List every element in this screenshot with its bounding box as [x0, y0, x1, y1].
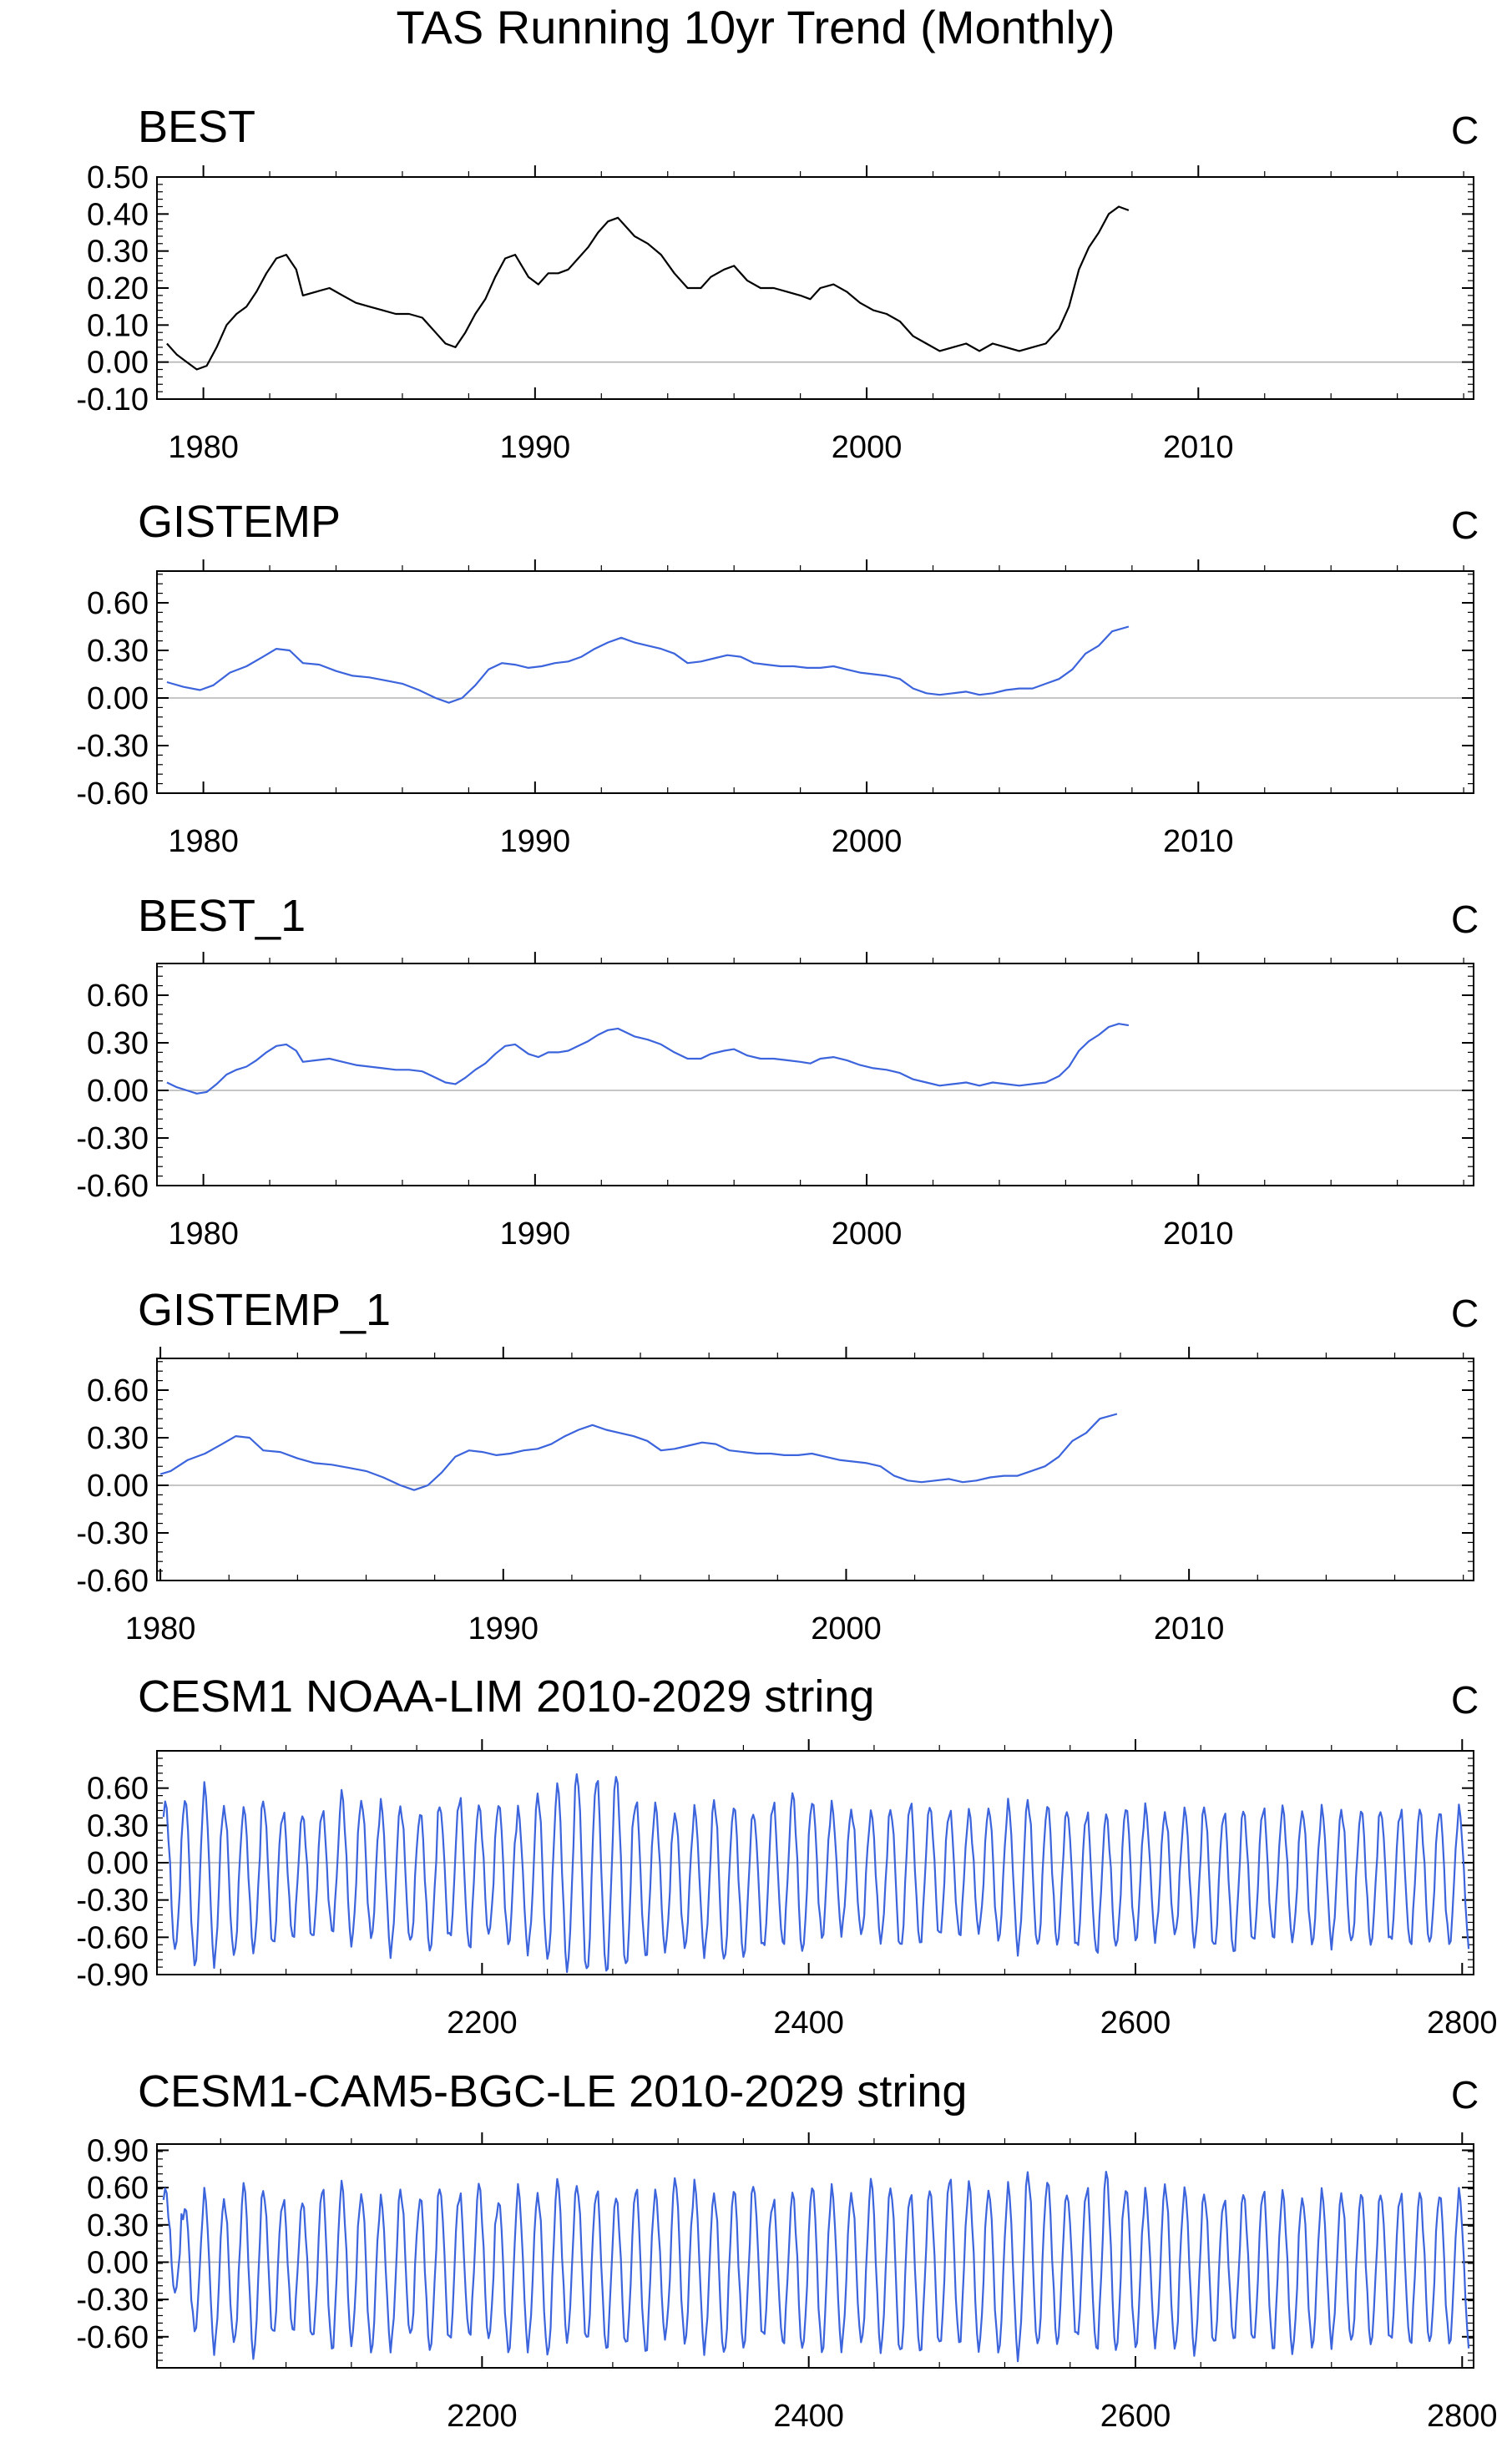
- units-label-best-1: C: [1451, 898, 1479, 941]
- plot-frame-gistemp-1: [156, 1358, 1474, 1581]
- series-line-gistemp-1: [159, 1413, 1118, 1491]
- ytick-label: 0.60: [87, 2171, 149, 2206]
- panel-title-gistemp-1: GISTEMP_1: [138, 1285, 391, 1335]
- xtick-label: 1980: [125, 1611, 196, 1646]
- series-line-gistemp: [166, 625, 1130, 704]
- plot-cesm1-noaa-lim: 0.600.300.00-0.30-0.60-0.90 2200 2400 2600 2…: [76, 1739, 1498, 2041]
- xtick-label: 1990: [500, 430, 571, 465]
- xtick-label: 2000: [832, 1216, 903, 1252]
- xtick-label: 2010: [1163, 430, 1234, 465]
- panel-title-best: BEST: [138, 102, 255, 152]
- xtick-label: 2800: [1427, 2399, 1498, 2434]
- panel-title-cesm1-noaa-lim: CESM1 NOAA-LIM 2010-2029 string: [138, 1672, 874, 1722]
- ytick-label: -0.30: [76, 1516, 149, 1551]
- xtick-label: 2010: [1154, 1611, 1225, 1646]
- ytick-label: 0.60: [87, 1373, 149, 1409]
- ytick-label: -0.30: [76, 1121, 149, 1156]
- xtick-label: 2600: [1100, 2005, 1171, 2041]
- plot-gistemp: 0.60 0.30 0.00 -0.30 -0.60 1980 1990 2000 2010: [76, 559, 1474, 859]
- panel-best: BEST C 0.500.400.300.200.100.00-0.10 1980…: [76, 102, 1479, 465]
- xtick-label: 2000: [832, 824, 903, 859]
- xtick-label: 2400: [773, 2005, 844, 2041]
- panel-cesm1-cam5-bgc-le: CESM1-CAM5-BGC-LE 2010-2029 string C 0.9…: [76, 2066, 1497, 2434]
- ytick-label: 0.30: [87, 2208, 149, 2243]
- xtick-label: 2600: [1100, 2399, 1171, 2434]
- ytick-label: -0.30: [76, 729, 149, 764]
- ytick-label: 0.00: [87, 1074, 149, 1109]
- xtick-label: 2400: [773, 2399, 844, 2434]
- plot-cesm1-cam5-bgc-le: 0.900.600.300.00-0.30-0.60 2200 2400 2600 28…: [76, 2132, 1498, 2434]
- units-label-gistemp-1: C: [1451, 1292, 1479, 1335]
- ytick-label: -0.60: [76, 776, 149, 812]
- ytick-label: -0.60: [76, 1564, 149, 1599]
- xtick-label: 1990: [500, 1216, 571, 1252]
- units-label-cesm1-cam5-bgc-le: C: [1451, 2073, 1479, 2117]
- figure-title: TAS Running 10yr Trend (Monthly): [396, 1, 1115, 53]
- ytick-label: -0.30: [76, 2283, 149, 2318]
- ytick-label: 0.30: [87, 1026, 149, 1061]
- xtick-label: 2010: [1163, 1216, 1234, 1252]
- ytick-label: 0.00: [87, 346, 149, 381]
- panel-gistemp-1: GISTEMP_1 C 0.60 0.30 0.00 -0.30 -0.60 1980 19…: [76, 1285, 1479, 1646]
- panel-cesm1-noaa-lim: CESM1 NOAA-LIM 2010-2029 string C 0.600.…: [76, 1672, 1497, 2041]
- xtick-label: 1990: [500, 824, 571, 859]
- ytick-label: -0.10: [76, 382, 149, 417]
- panel-best-1: BEST_1 C 0.60 0.30 0.00 -0.30 -0.60 1980 1990 2…: [76, 891, 1479, 1252]
- ytick-label: 0.00: [87, 2245, 149, 2280]
- ytick-label: 0.30: [87, 1808, 149, 1843]
- units-label-best: C: [1451, 109, 1479, 152]
- ytick-label: -0.60: [76, 2320, 149, 2355]
- series-line-cesm1-cam5-bgc-le-2010-2029-string: [162, 2171, 1470, 2363]
- xtick-label: 2010: [1163, 824, 1234, 859]
- ytick-label: -0.90: [76, 1958, 149, 1993]
- units-label-gistemp: C: [1451, 503, 1479, 547]
- xtick-label: 2000: [832, 430, 903, 465]
- plot-gistemp-1: 0.60 0.30 0.00 -0.30 -0.60 1980 1990 2000 2010: [76, 1347, 1474, 1646]
- plot-frame-cesm1-cam5-bgc-le-2010-2029-string: [156, 2143, 1474, 2369]
- series-line-cesm1-noaa-lim-2010-2029-string: [162, 1773, 1470, 1974]
- panel-title-cesm1-cam5-bgc-le: CESM1-CAM5-BGC-LE 2010-2029 string: [138, 2066, 967, 2117]
- xtick-label: 1980: [168, 430, 239, 465]
- units-label-cesm1-noaa-lim: C: [1451, 1678, 1479, 1722]
- plot-best: 0.500.400.300.200.100.00-0.10 1980 1990 200…: [76, 160, 1474, 465]
- xtick-label: 2800: [1427, 2005, 1498, 2041]
- panel-gistemp: GISTEMP C 0.60 0.30 0.00 -0.30 -0.60 1980 1990…: [76, 497, 1479, 859]
- plot-best-1: 0.60 0.30 0.00 -0.30 -0.60 1980 1990 2000 2010: [76, 952, 1474, 1252]
- ytick-label: 0.30: [87, 634, 149, 669]
- ytick-label: -0.30: [76, 1884, 149, 1919]
- ytick-label: 0.00: [87, 681, 149, 716]
- xtick-label: 1980: [168, 1216, 239, 1252]
- ytick-label: 0.00: [87, 1469, 149, 1504]
- ytick-label: 0.50: [87, 160, 149, 195]
- ytick-label: 0.00: [87, 1846, 149, 1881]
- ytick-label: 0.30: [87, 1421, 149, 1456]
- plot-frame-best-1: [156, 963, 1474, 1186]
- ytick-label: 0.60: [87, 586, 149, 621]
- plot-frame-best: [156, 176, 1474, 400]
- ytick-label: 0.30: [87, 235, 149, 270]
- ytick-label: 0.20: [87, 271, 149, 306]
- series-line-best: [166, 205, 1130, 371]
- ytick-label: 0.60: [87, 1772, 149, 1807]
- xtick-label: 2000: [811, 1611, 882, 1646]
- ytick-label: 0.90: [87, 2133, 149, 2168]
- xtick-label: 1990: [468, 1611, 539, 1646]
- ytick-label: -0.60: [76, 1920, 149, 1955]
- ytick-label: 0.10: [87, 308, 149, 343]
- series-line-best-1: [166, 1023, 1130, 1095]
- xtick-label: 1980: [168, 824, 239, 859]
- plot-frame-gistemp: [156, 570, 1474, 794]
- panel-title-gistemp: GISTEMP: [138, 497, 341, 547]
- xtick-label: 2200: [447, 2399, 518, 2434]
- panel-title-best-1: BEST_1: [138, 891, 306, 941]
- ytick-label: -0.60: [76, 1169, 149, 1204]
- ytick-label: 0.40: [87, 197, 149, 232]
- xtick-label: 2200: [447, 2005, 518, 2041]
- ytick-label: 0.60: [87, 979, 149, 1014]
